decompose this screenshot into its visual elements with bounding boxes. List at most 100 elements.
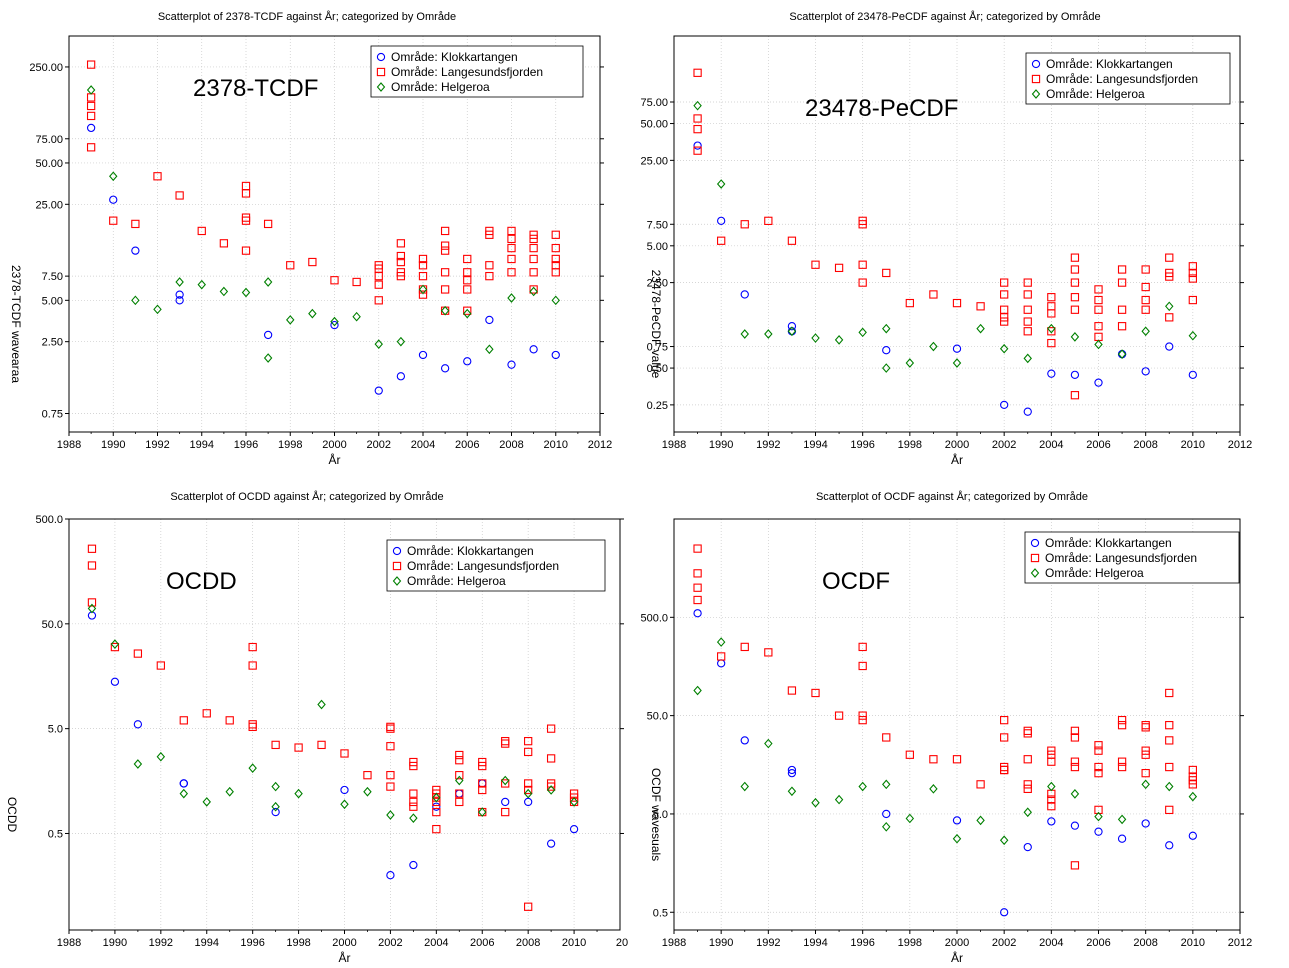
chart-title: Scatterplot of OCDD against År; categori… <box>170 490 443 503</box>
data-point-square <box>409 789 418 798</box>
data-point-circle <box>1141 819 1150 828</box>
data-point-circle <box>1070 370 1080 380</box>
data-point-circle <box>787 327 797 336</box>
x-tick-label: 2010 <box>562 937 586 949</box>
data-point-square <box>1000 765 1009 775</box>
data-point-square <box>811 260 820 269</box>
data-point-diamond <box>263 353 273 363</box>
x-tick-label: 2006 <box>455 439 479 451</box>
chart-overlay-label: OCDF <box>822 568 890 595</box>
data-point-square <box>374 271 383 281</box>
data-point-square <box>1165 721 1174 730</box>
data-point-diamond <box>440 305 450 316</box>
data-point-diamond <box>764 738 773 749</box>
legend-marker-square <box>376 67 386 77</box>
data-point-diamond <box>952 358 962 368</box>
data-point-square <box>1141 265 1150 274</box>
data-point-square <box>858 220 867 229</box>
data-point-diamond <box>764 329 773 339</box>
x-tick-label: 1990 <box>709 439 733 451</box>
data-point-square <box>1070 278 1080 287</box>
x-tick-label: 2000 <box>332 937 356 949</box>
data-point-square <box>1094 805 1103 815</box>
data-point-square <box>87 561 97 570</box>
x-tick-label: 2010 <box>544 439 568 451</box>
data-point-square <box>109 216 118 225</box>
chart-title: Scatterplot of 2378-TCDF against År; cat… <box>158 10 456 23</box>
data-point-square <box>1117 762 1127 772</box>
data-point-square <box>1165 272 1174 281</box>
data-point-square <box>179 716 188 725</box>
legend-entry: Område: Klokkartangen <box>1046 57 1173 71</box>
data-point-square <box>263 219 273 229</box>
data-point-diamond <box>197 279 206 290</box>
data-point-diamond <box>999 343 1009 354</box>
data-point-square <box>317 740 326 750</box>
data-point-square <box>197 226 206 236</box>
data-point-square <box>1165 688 1174 698</box>
data-point-circle <box>485 315 494 325</box>
data-point-square <box>1141 768 1150 778</box>
data-point-circle <box>1047 817 1056 826</box>
data-point-square <box>1000 278 1009 287</box>
data-point-square <box>1023 317 1032 326</box>
data-point-square <box>86 101 96 111</box>
data-point-square <box>440 285 450 294</box>
legend-marker-diamond <box>1031 89 1041 99</box>
data-point-square <box>1000 313 1009 322</box>
data-point-square <box>834 263 844 273</box>
x-tick-label: 2012 <box>1228 937 1252 949</box>
data-point-circle <box>952 816 962 825</box>
legend-entry: Område: Langesundsfjorden <box>1046 72 1198 86</box>
x-tick-label: 2008 <box>499 439 523 451</box>
data-point-square <box>1000 733 1009 742</box>
data-point-circle <box>1094 378 1103 387</box>
data-point-square <box>551 230 560 239</box>
data-point-square <box>1141 295 1150 305</box>
data-point-diamond <box>500 775 510 786</box>
x-tick-label: 2002 <box>992 439 1016 451</box>
data-point-square <box>546 754 556 763</box>
data-point-square <box>374 280 383 289</box>
x-tick-label: 2000 <box>322 439 346 451</box>
data-point-square <box>693 146 702 155</box>
data-point-square <box>529 234 538 244</box>
x-axis-label: År <box>329 452 341 467</box>
data-point-square <box>764 648 773 657</box>
grid-lines <box>69 36 600 432</box>
data-point-square <box>352 277 361 287</box>
legend-marker-square <box>392 561 402 571</box>
data-point-square <box>1094 285 1103 294</box>
data-point-square <box>858 260 867 269</box>
data-point-circle <box>1117 349 1127 359</box>
data-point-square <box>432 807 441 817</box>
series-diamond <box>86 85 560 363</box>
legend-entry: Område: Langesundsfjorden <box>391 65 543 79</box>
data-point-square <box>1070 293 1080 302</box>
data-point-diamond <box>109 171 118 182</box>
data-point-circle <box>1117 834 1127 843</box>
data-point-square <box>1070 391 1080 400</box>
data-point-diamond <box>1023 807 1032 818</box>
data-point-square <box>551 243 560 253</box>
y-tick-label: 50.00 <box>640 119 668 131</box>
data-point-square <box>432 797 441 807</box>
data-point-square <box>418 261 428 270</box>
data-point-square <box>905 298 914 308</box>
data-point-diamond <box>1117 349 1127 359</box>
data-point-square <box>396 257 406 267</box>
data-point-square <box>463 254 472 264</box>
data-point-square <box>396 239 406 248</box>
data-point-square <box>693 569 702 578</box>
data-point-diamond <box>418 284 428 295</box>
x-axis-label: År <box>339 950 351 965</box>
data-point-square <box>1023 278 1032 287</box>
series-diamond <box>87 603 579 823</box>
data-point-square <box>463 306 472 315</box>
data-point-diamond <box>569 797 579 807</box>
data-point-circle <box>175 290 184 299</box>
series-circle <box>87 611 579 880</box>
data-point-square <box>1141 750 1150 759</box>
data-point-square <box>463 276 472 285</box>
